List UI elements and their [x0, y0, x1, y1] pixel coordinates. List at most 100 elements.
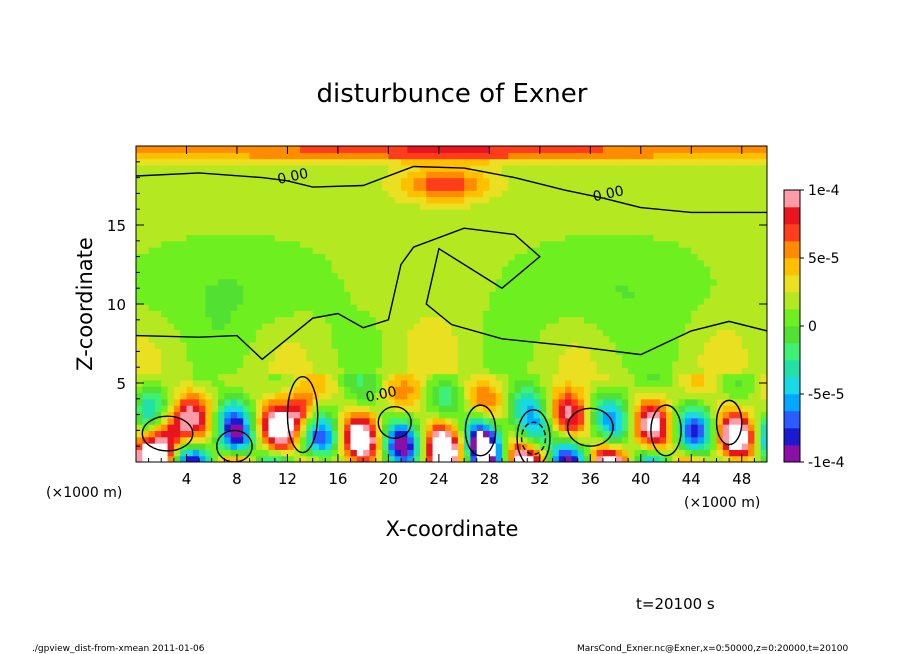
heatmap-cell	[527, 146, 535, 153]
heatmap-cell	[173, 164, 181, 172]
heatmap-cell	[249, 146, 257, 153]
heatmap-cell	[508, 228, 516, 236]
heatmap-cell	[230, 259, 238, 267]
heatmap-cell	[255, 190, 263, 198]
heatmap-cell	[249, 405, 257, 413]
heatmap-cell	[703, 158, 711, 166]
heatmap-cell	[527, 430, 535, 438]
heatmap-cell	[382, 253, 389, 261]
heatmap-cell	[199, 405, 207, 413]
heatmap-cell	[287, 360, 295, 368]
heatmap-cell	[161, 341, 169, 349]
heatmap-cell	[634, 417, 642, 425]
heatmap-cell	[584, 354, 591, 362]
heatmap-cell	[470, 291, 478, 299]
heatmap-cell	[161, 177, 169, 185]
heatmap-cell	[375, 304, 383, 311]
heatmap-cell	[647, 360, 655, 368]
heatmap-cell	[729, 190, 737, 198]
heatmap-cell	[527, 449, 535, 457]
heatmap-cell	[255, 329, 263, 337]
heatmap-cell	[382, 354, 389, 362]
heatmap-cell	[199, 436, 207, 444]
heatmap-cell	[167, 367, 175, 375]
heatmap-cell	[729, 297, 737, 305]
heatmap-cell	[331, 367, 339, 375]
heatmap-cell	[432, 278, 440, 286]
heatmap-cell	[659, 228, 667, 236]
heatmap-cell	[748, 253, 755, 261]
heatmap-cell	[192, 367, 200, 375]
heatmap-cell	[382, 449, 389, 457]
heatmap-cell	[438, 278, 446, 286]
heatmap-cell	[438, 215, 446, 223]
heatmap-cell	[161, 443, 169, 450]
heatmap-cell	[369, 196, 377, 204]
heatmap-cell	[514, 247, 522, 255]
heatmap-cell	[331, 329, 339, 337]
heatmap-cell	[306, 221, 314, 229]
heatmap-cell	[628, 316, 636, 324]
heatmap-cell	[369, 171, 377, 179]
heatmap-cell	[571, 436, 579, 444]
heatmap-cell	[470, 386, 478, 394]
heatmap-cell	[148, 398, 156, 406]
heatmap-cell	[716, 278, 724, 286]
heatmap-cell	[218, 304, 225, 311]
heatmap-cell	[520, 436, 528, 444]
heatmap-cell	[451, 304, 459, 311]
heatmap-cell	[722, 228, 730, 236]
heatmap-cell	[634, 411, 642, 419]
heatmap-cell	[596, 285, 604, 292]
heatmap-cell	[640, 335, 648, 343]
heatmap-cell	[703, 449, 711, 457]
heatmap-cell	[489, 354, 497, 362]
heatmap-cell	[691, 146, 699, 153]
heatmap-cell	[602, 171, 610, 179]
heatmap-cell	[243, 297, 251, 305]
heatmap-cell	[735, 177, 743, 185]
heatmap-cell	[558, 146, 566, 153]
heatmap-cell	[388, 177, 396, 185]
heatmap-cell	[388, 240, 396, 248]
heatmap-cell	[602, 398, 610, 406]
heatmap-cell	[318, 405, 326, 413]
heatmap-cell	[584, 398, 591, 406]
heatmap-cell	[369, 234, 377, 242]
heatmap-cell	[672, 304, 680, 311]
heatmap-cell	[508, 436, 516, 444]
heatmap-cell	[413, 202, 421, 210]
heatmap-cell	[628, 417, 636, 425]
heatmap-cell	[735, 449, 743, 457]
heatmap-cell	[445, 411, 453, 419]
heatmap-cell	[243, 234, 251, 242]
heatmap-cell	[483, 411, 490, 419]
heatmap-cell	[703, 266, 711, 273]
heatmap-cell	[369, 202, 377, 210]
heatmap-cell	[306, 152, 314, 160]
heatmap-cell	[470, 177, 478, 185]
heatmap-cell	[331, 177, 339, 185]
heatmap-cell	[255, 417, 263, 425]
heatmap-cell	[571, 234, 579, 242]
heatmap-cell	[300, 209, 307, 217]
heatmap-cell	[142, 304, 150, 311]
heatmap-cell	[653, 234, 661, 242]
heatmap-cell	[476, 398, 484, 406]
heatmap-cell	[571, 297, 579, 305]
heatmap-cell	[274, 177, 282, 185]
heatmap-cell	[615, 234, 623, 242]
heatmap-cell	[527, 436, 535, 444]
heatmap-cell	[470, 247, 478, 255]
heatmap-cell	[136, 183, 143, 191]
heatmap-cell	[697, 455, 705, 462]
heatmap-cell	[287, 272, 295, 280]
heatmap-cell	[666, 291, 673, 299]
heatmap-cell	[350, 354, 358, 362]
heatmap-cell	[211, 228, 219, 236]
heatmap-cell	[192, 278, 200, 286]
heatmap-cell	[741, 202, 749, 210]
heatmap-cell	[546, 272, 554, 280]
heatmap-cell	[533, 329, 541, 337]
heatmap-cell	[318, 322, 326, 330]
